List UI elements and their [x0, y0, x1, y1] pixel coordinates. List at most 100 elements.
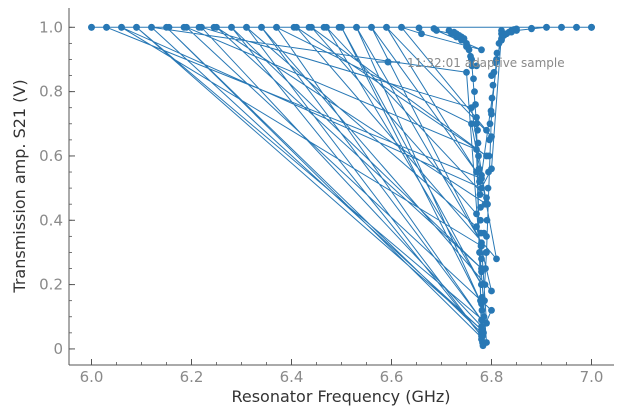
data-point — [478, 46, 485, 54]
data-point — [465, 46, 473, 54]
data-point — [463, 68, 470, 76]
data-point — [492, 59, 499, 67]
data-point — [528, 24, 535, 32]
data-point — [476, 178, 483, 186]
data-point — [468, 120, 475, 128]
data-point — [478, 184, 485, 192]
data-point — [473, 146, 480, 153]
data-point — [485, 168, 492, 176]
data-point — [418, 30, 425, 38]
data-point — [258, 23, 265, 31]
data-point — [476, 191, 484, 198]
data-point — [493, 49, 501, 57]
data-point — [474, 126, 481, 134]
data-point — [398, 23, 405, 31]
data-point — [103, 23, 110, 31]
data-point — [476, 249, 483, 256]
data-point — [430, 25, 438, 32]
data-point — [415, 24, 423, 32]
x-tick-label: 6.2 — [180, 368, 204, 386]
series-markers — [88, 23, 595, 350]
y-tick-label: 0.8 — [39, 83, 63, 101]
data-point — [543, 23, 550, 31]
data-point — [473, 62, 480, 70]
data-point — [479, 342, 487, 350]
data-point — [383, 23, 390, 31]
legend-marker — [384, 58, 392, 66]
y-tick-label: 0.4 — [39, 211, 63, 229]
data-point — [475, 165, 483, 173]
data-point — [118, 23, 125, 31]
data-point — [477, 242, 485, 250]
data-point — [474, 139, 482, 147]
data-point — [573, 23, 580, 31]
data-point — [180, 23, 188, 31]
data-point — [488, 72, 495, 79]
data-point — [243, 23, 250, 31]
data-point — [473, 120, 480, 128]
x-tick-label: 6.0 — [80, 368, 104, 386]
data-point — [482, 249, 490, 256]
data-point — [483, 216, 491, 224]
data-point — [483, 126, 490, 134]
data-point — [148, 23, 155, 31]
data-point — [468, 56, 475, 63]
data-point — [470, 75, 477, 83]
series-line — [91, 26, 592, 343]
data-point — [472, 101, 479, 108]
data-point — [485, 152, 493, 160]
data-point — [88, 23, 95, 31]
y-tick-label: 0 — [53, 340, 63, 358]
data-point — [487, 107, 495, 115]
data-point — [473, 113, 480, 121]
data-point — [473, 223, 480, 231]
y-tick-label: 0.6 — [39, 147, 63, 165]
data-point — [473, 210, 480, 218]
data-point — [478, 255, 485, 263]
data-point — [195, 23, 203, 31]
data-point — [486, 120, 494, 128]
x-tick-label: 6.8 — [480, 368, 504, 386]
data-point — [133, 23, 140, 31]
data-point — [481, 200, 489, 208]
data-point — [165, 23, 173, 31]
y-tick-label: 0.2 — [39, 276, 63, 294]
data-point — [484, 184, 492, 192]
data-point — [488, 94, 496, 102]
data-point — [480, 229, 488, 237]
data-point — [478, 306, 486, 314]
x-tick-label: 6.4 — [280, 368, 304, 386]
ticks: 6.0 6.2 6.4 6.6 6.8 7.0 0 0.2 0.4 0.6 0.8 1.0 — [39, 18, 603, 386]
data-point — [290, 23, 298, 31]
data-point — [471, 88, 478, 96]
data-point — [489, 81, 497, 89]
data-point — [305, 23, 313, 31]
data-point — [488, 287, 495, 295]
data-point — [477, 216, 484, 224]
data-point — [320, 23, 328, 31]
data-point — [480, 313, 488, 321]
x-tick-label: 7.0 — [580, 368, 604, 386]
x-axis-label: Resonator Frequency (GHz) — [231, 387, 450, 406]
data-point — [353, 23, 360, 31]
legend-entry-label: 11:32:01 adaptive sample — [407, 56, 565, 70]
series-lines — [91, 26, 592, 343]
data-point — [486, 136, 493, 144]
data-point — [478, 171, 485, 179]
data-point — [273, 23, 280, 31]
y-tick-label: 1.0 — [39, 18, 63, 36]
data-point — [210, 23, 218, 31]
data-point — [228, 23, 235, 31]
x-tick-label: 6.6 — [380, 368, 404, 386]
data-point — [483, 194, 490, 202]
data-point — [588, 23, 595, 31]
data-point — [477, 297, 484, 305]
data-point — [513, 25, 520, 33]
data-point — [335, 23, 343, 31]
data-point — [493, 255, 500, 263]
y-axis-label: Transmission amp. S21 (V) — [10, 79, 29, 293]
data-point — [368, 23, 375, 31]
legend: 11:32:01 adaptive sample — [376, 56, 565, 70]
data-point — [558, 23, 565, 31]
